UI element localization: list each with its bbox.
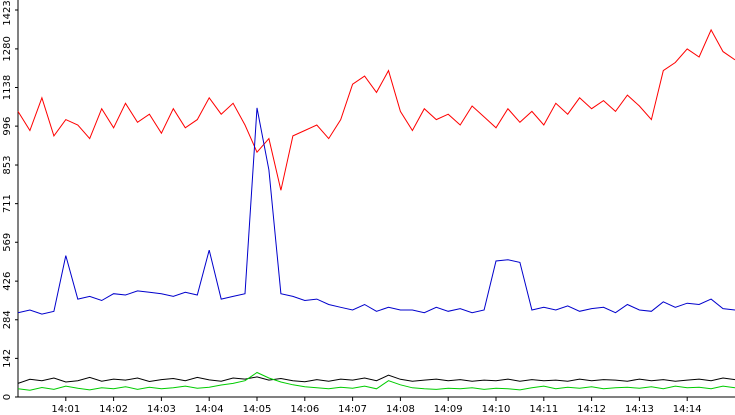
- series-line: [17, 374, 735, 384]
- x-tick-label: 14:01: [51, 404, 80, 415]
- x-tick-label: 14:07: [338, 404, 367, 415]
- x-tick-label: 14:10: [482, 404, 511, 415]
- x-tick-label: 14:09: [434, 404, 463, 415]
- y-tick-label: 569: [2, 233, 13, 252]
- x-tick-label: 14:06: [290, 404, 319, 415]
- x-tick-label: 14:02: [99, 404, 128, 415]
- x-tick-label: 14:11: [529, 404, 558, 415]
- y-tick-label: 1423: [2, 0, 13, 25]
- x-tick-label: 14:12: [577, 404, 606, 415]
- series-line: [17, 107, 735, 315]
- y-tick-label: 426: [2, 272, 13, 291]
- y-tick-label: 711: [2, 194, 13, 213]
- x-tick-label: 14:03: [147, 404, 176, 415]
- series-line: [17, 28, 735, 191]
- x-tick-label: 14:04: [195, 404, 224, 415]
- y-tick-label: 853: [2, 155, 13, 174]
- y-tick-label: 142: [2, 349, 13, 368]
- x-tick-label: 14:08: [386, 404, 415, 415]
- y-tick-label: 1280: [2, 36, 13, 61]
- x-tick-label: 14:13: [625, 404, 654, 415]
- y-tick-label: 0: [2, 394, 13, 400]
- y-tick-label: 1138: [2, 75, 13, 100]
- y-tick-label: 284: [2, 310, 13, 329]
- x-tick-label: 14:05: [243, 404, 272, 415]
- series-line: [17, 371, 735, 391]
- x-tick-label: 14:14: [673, 404, 702, 415]
- y-tick-label: 996: [2, 117, 13, 136]
